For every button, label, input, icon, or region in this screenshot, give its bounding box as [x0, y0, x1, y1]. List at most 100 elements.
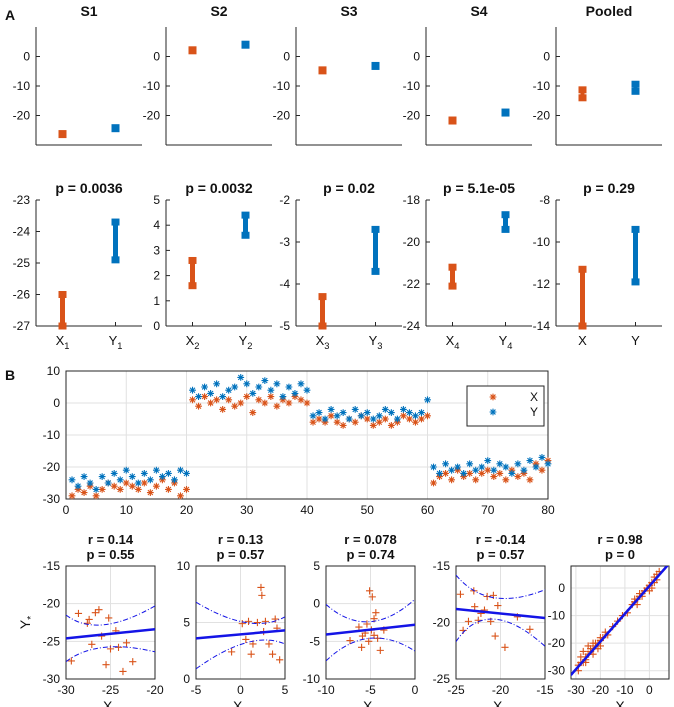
data-point-x: [538, 466, 546, 474]
interval-cap-low: [318, 322, 327, 330]
data-point-y: [80, 473, 88, 480]
data-point: [258, 591, 266, 599]
x-tick-label-base: X: [56, 333, 65, 348]
data-point-x: [333, 418, 341, 426]
y-tick-label: 10: [177, 559, 191, 573]
x-axis-label-base: X: [363, 698, 373, 707]
x-tick-label: 40: [300, 503, 314, 517]
interval-cap-low: [631, 87, 640, 95]
data-point-y: [225, 386, 233, 394]
correlation-r-title: r = -0.14: [476, 532, 526, 547]
data-point-y: [454, 463, 462, 471]
data-point: [88, 640, 96, 648]
panel-a-axes-a1-s1: 0 -10 -20 S1: [13, 3, 142, 146]
panel-title: p = 5.1e-05: [443, 180, 515, 196]
correlation-p-title: p = 0.57: [216, 547, 264, 562]
correlation-r-title: r = 0.078: [344, 532, 396, 547]
interval-cap-low: [448, 282, 457, 290]
x-tick-label: 10: [120, 503, 134, 517]
axes-box: [325, 565, 416, 680]
data-point-y: [116, 476, 124, 484]
data-point-x: [201, 393, 208, 400]
interval-cap-high: [241, 211, 250, 219]
data-point: [365, 637, 373, 645]
data-point: [355, 623, 363, 631]
y-tick-label: 0: [23, 50, 30, 64]
y-tick-label: -20: [13, 109, 31, 123]
y-tick-label: 1: [153, 294, 160, 308]
data-point: [645, 587, 653, 595]
panel-title: p = 0.02: [323, 180, 375, 196]
y-tick-label: -25: [13, 256, 31, 270]
interval-cap-high: [58, 291, 67, 298]
data-point-y: [315, 409, 323, 416]
data-point-x: [303, 399, 311, 407]
fit-layer: [456, 574, 545, 651]
x-axis-label-base: X: [493, 698, 503, 707]
y-tick-label: 0: [153, 319, 160, 333]
data-point: [494, 601, 502, 610]
data-point-x: [225, 396, 233, 404]
y-tick-label: -10: [403, 79, 421, 93]
data-point-y: [327, 406, 335, 413]
data-point-x: [68, 492, 76, 500]
x-tick-label: Y2: [239, 333, 253, 351]
data-point: [358, 632, 367, 640]
y-axis-label-base: Y: [17, 619, 33, 629]
data-point-x: [207, 399, 214, 407]
data-point-x: [177, 492, 184, 500]
correlation-r-title: r = 0.14: [88, 532, 134, 547]
legend-label-y: Y: [530, 405, 538, 419]
data-point-y: [104, 479, 112, 487]
correlation-p-title: p = 0.74: [346, 547, 395, 562]
y-tick-label: -20: [548, 636, 566, 650]
x-tick-label-subscript: 3: [377, 341, 382, 351]
legend-box: [466, 385, 545, 427]
data-point: [464, 617, 473, 625]
confidence-band-lower: [456, 618, 545, 647]
data-point-x: [273, 402, 281, 410]
data-point: [265, 640, 273, 648]
data-point-y: [297, 380, 305, 388]
y-tick-label: 10: [47, 364, 61, 378]
x-tick-label-subscript: 3: [324, 341, 329, 351]
data-point-x: [381, 415, 389, 423]
mean-marker-x: [188, 46, 197, 55]
confidence-band-lower: [66, 646, 155, 663]
data-point-x: [140, 479, 148, 487]
y-tick-label: -25: [433, 672, 451, 686]
data-point-y: [231, 383, 239, 391]
y-axis-label-group: Y*: [17, 616, 37, 629]
data-point-y: [146, 476, 154, 484]
data-point-y: [134, 479, 142, 487]
data-point-x: [195, 402, 202, 410]
x-tick-label-subscript: 4: [507, 341, 512, 351]
panel-a-axes-a2-pooled: -8 -10 -12 -14 p = 0.29 X Y: [533, 180, 662, 348]
y-tick-label: -23: [13, 193, 31, 207]
confidence-band-lower: [326, 637, 415, 662]
correlation-axes-b-pooled: -30 -20 -10 0 0 -10 -20 -30 r = 0.98p = 0 X: [548, 532, 670, 707]
data-point-x: [213, 396, 221, 404]
x-tick-label: -20: [492, 683, 510, 697]
y-tick-label: 4: [153, 218, 160, 232]
data-point-x: [424, 412, 431, 420]
interval-cap-high: [111, 218, 120, 226]
panel-title: S3: [340, 3, 357, 19]
data-point: [589, 639, 597, 647]
x-tick-label-subscript: 1: [64, 341, 69, 351]
correlation-axes-b-s1: -30 -25 -20 -15 -20 -25 -30 r = 0.14p = 0.55 X1 Y…: [17, 532, 164, 707]
data-point-x: [146, 489, 154, 496]
x-axis-label: X4: [493, 698, 508, 707]
y-tick-label: -20: [143, 109, 161, 123]
x-tick-label: X2: [186, 333, 200, 351]
y-tick-label: -14: [533, 319, 551, 333]
y-tick-label: 0: [558, 581, 565, 595]
data-point-x: [466, 470, 474, 477]
y-tick-label: 0: [153, 50, 160, 64]
x-tick-label: -10: [616, 683, 634, 697]
data-point-y: [496, 460, 504, 468]
y-tick-label: -15: [43, 559, 61, 573]
x-tick-label: Y: [631, 333, 640, 348]
